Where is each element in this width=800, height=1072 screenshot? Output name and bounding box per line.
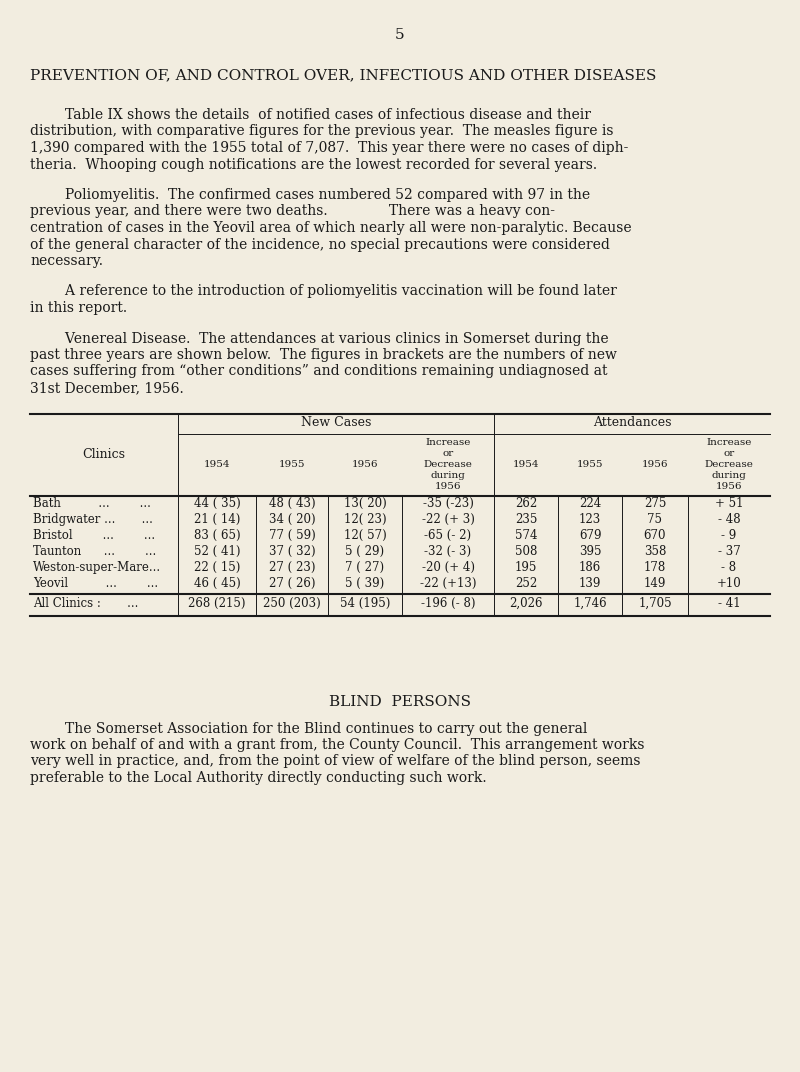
Text: cases suffering from “other conditions” and conditions remaining undiagnosed at: cases suffering from “other conditions” … <box>30 364 607 378</box>
Text: 178: 178 <box>644 561 666 574</box>
Text: 1,746: 1,746 <box>573 597 607 610</box>
Text: 1,390 compared with the 1955 total of 7,087.  This year there were no cases of d: 1,390 compared with the 1955 total of 7,… <box>30 142 628 155</box>
Text: 2,026: 2,026 <box>510 597 542 610</box>
Text: -65 (- 2): -65 (- 2) <box>425 528 471 542</box>
Text: Taunton      ...        ...: Taunton ... ... <box>33 545 156 559</box>
Text: 77 ( 59): 77 ( 59) <box>269 528 315 542</box>
Text: 46 ( 45): 46 ( 45) <box>194 577 240 590</box>
Text: 358: 358 <box>644 545 666 559</box>
Text: 574: 574 <box>514 528 538 542</box>
Text: 1,705: 1,705 <box>638 597 672 610</box>
Text: 22 ( 15): 22 ( 15) <box>194 561 240 574</box>
Text: 1955: 1955 <box>577 460 603 470</box>
Text: 395: 395 <box>578 545 602 559</box>
Text: - 41: - 41 <box>718 597 740 610</box>
Text: All Clinics :       ...: All Clinics : ... <box>33 597 138 610</box>
Text: 44 ( 35): 44 ( 35) <box>194 497 240 510</box>
Text: very well in practice, and, from the point of view of welfare of the blind perso: very well in practice, and, from the poi… <box>30 755 641 769</box>
Text: Yeovil          ...        ...: Yeovil ... ... <box>33 577 158 590</box>
Text: The Somerset Association for the Blind continues to carry out the general: The Somerset Association for the Blind c… <box>30 721 587 735</box>
Text: - 37: - 37 <box>718 545 740 559</box>
Text: 5 ( 39): 5 ( 39) <box>346 577 385 590</box>
Text: 186: 186 <box>579 561 601 574</box>
Text: Increase
or
Decrease
during
1956: Increase or Decrease during 1956 <box>423 437 473 491</box>
Text: 34 ( 20): 34 ( 20) <box>269 513 315 526</box>
Text: Bridgwater ...       ...: Bridgwater ... ... <box>33 513 153 526</box>
Text: Venereal Disease.  The attendances at various clinics in Somerset during the: Venereal Disease. The attendances at var… <box>30 331 609 345</box>
Text: 1955: 1955 <box>278 460 306 470</box>
Text: Poliomyelitis.  The confirmed cases numbered 52 compared with 97 in the: Poliomyelitis. The confirmed cases numbe… <box>30 188 590 202</box>
Text: 52 ( 41): 52 ( 41) <box>194 545 240 559</box>
Text: 13( 20): 13( 20) <box>344 497 386 510</box>
Text: +10: +10 <box>717 577 742 590</box>
Text: -20 (+ 4): -20 (+ 4) <box>422 561 474 574</box>
Text: 670: 670 <box>644 528 666 542</box>
Text: 250 (203): 250 (203) <box>263 597 321 610</box>
Text: 37 ( 32): 37 ( 32) <box>269 545 315 559</box>
Text: centration of cases in the Yeovil area of which nearly all were non-paralytic. B: centration of cases in the Yeovil area o… <box>30 221 632 235</box>
Text: 1954: 1954 <box>513 460 539 470</box>
Text: 75: 75 <box>647 513 662 526</box>
Text: - 8: - 8 <box>722 561 737 574</box>
Text: PREVENTION OF, AND CONTROL OVER, INFECTIOUS AND OTHER DISEASES: PREVENTION OF, AND CONTROL OVER, INFECTI… <box>30 68 656 81</box>
Text: -22 (+13): -22 (+13) <box>420 577 476 590</box>
Text: 275: 275 <box>644 497 666 510</box>
Text: -196 (- 8): -196 (- 8) <box>421 597 475 610</box>
Text: 27 ( 23): 27 ( 23) <box>269 561 315 574</box>
Text: Attendances: Attendances <box>593 417 671 430</box>
Text: 12( 57): 12( 57) <box>344 528 386 542</box>
Text: BLIND  PERSONS: BLIND PERSONS <box>329 696 471 710</box>
Text: 235: 235 <box>515 513 537 526</box>
Text: 679: 679 <box>578 528 602 542</box>
Text: previous year, and there were two deaths.              There was a heavy con-: previous year, and there were two deaths… <box>30 205 555 219</box>
Text: 139: 139 <box>579 577 601 590</box>
Text: Clinics: Clinics <box>82 448 126 461</box>
Text: Bath          ...        ...: Bath ... ... <box>33 497 151 510</box>
Text: 5 ( 29): 5 ( 29) <box>346 545 385 559</box>
Text: New Cases: New Cases <box>301 417 371 430</box>
Text: 5: 5 <box>395 28 405 42</box>
Text: - 48: - 48 <box>718 513 740 526</box>
Text: 508: 508 <box>515 545 537 559</box>
Text: 27 ( 26): 27 ( 26) <box>269 577 315 590</box>
Text: - 9: - 9 <box>722 528 737 542</box>
Text: 252: 252 <box>515 577 537 590</box>
Text: of the general character of the incidence, no special precautions were considere: of the general character of the incidenc… <box>30 238 610 252</box>
Text: -22 (+ 3): -22 (+ 3) <box>422 513 474 526</box>
Text: necessary.: necessary. <box>30 254 103 268</box>
Text: 31st December, 1956.: 31st December, 1956. <box>30 381 184 394</box>
Text: 1954: 1954 <box>204 460 230 470</box>
Text: Weston-super-Mare...: Weston-super-Mare... <box>33 561 161 574</box>
Text: past three years are shown below.  The figures in brackets are the numbers of ne: past three years are shown below. The fi… <box>30 348 617 362</box>
Text: 83 ( 65): 83 ( 65) <box>194 528 240 542</box>
Text: Bristol        ...        ...: Bristol ... ... <box>33 528 155 542</box>
Text: -32 (- 3): -32 (- 3) <box>425 545 471 559</box>
Text: 48 ( 43): 48 ( 43) <box>269 497 315 510</box>
Text: 123: 123 <box>579 513 601 526</box>
Text: -35 (-23): -35 (-23) <box>422 497 474 510</box>
Text: 268 (215): 268 (215) <box>188 597 246 610</box>
Text: 1956: 1956 <box>642 460 668 470</box>
Text: 262: 262 <box>515 497 537 510</box>
Text: 54 (195): 54 (195) <box>340 597 390 610</box>
Text: 224: 224 <box>579 497 601 510</box>
Text: in this report.: in this report. <box>30 301 127 315</box>
Text: 149: 149 <box>644 577 666 590</box>
Text: 21 ( 14): 21 ( 14) <box>194 513 240 526</box>
Text: distribution, with comparative figures for the previous year.  The measles figur: distribution, with comparative figures f… <box>30 124 614 138</box>
Text: 195: 195 <box>515 561 537 574</box>
Text: work on behalf of and with a grant from, the County Council.  This arrangement w: work on behalf of and with a grant from,… <box>30 738 645 751</box>
Text: 1956: 1956 <box>352 460 378 470</box>
Text: theria.  Whooping cough notifications are the lowest recorded for several years.: theria. Whooping cough notifications are… <box>30 158 597 172</box>
Text: 12( 23): 12( 23) <box>344 513 386 526</box>
Text: 7 ( 27): 7 ( 27) <box>346 561 385 574</box>
Text: Increase
or
Decrease
during
1956: Increase or Decrease during 1956 <box>705 437 754 491</box>
Text: + 51: + 51 <box>714 497 743 510</box>
Text: Table IX shows the details  of notified cases of infectious disease and their: Table IX shows the details of notified c… <box>30 108 591 122</box>
Text: preferable to the Local Authority directly conducting such work.: preferable to the Local Authority direct… <box>30 771 486 785</box>
Text: A reference to the introduction of poliomyelitis vaccination will be found later: A reference to the introduction of polio… <box>30 284 617 298</box>
